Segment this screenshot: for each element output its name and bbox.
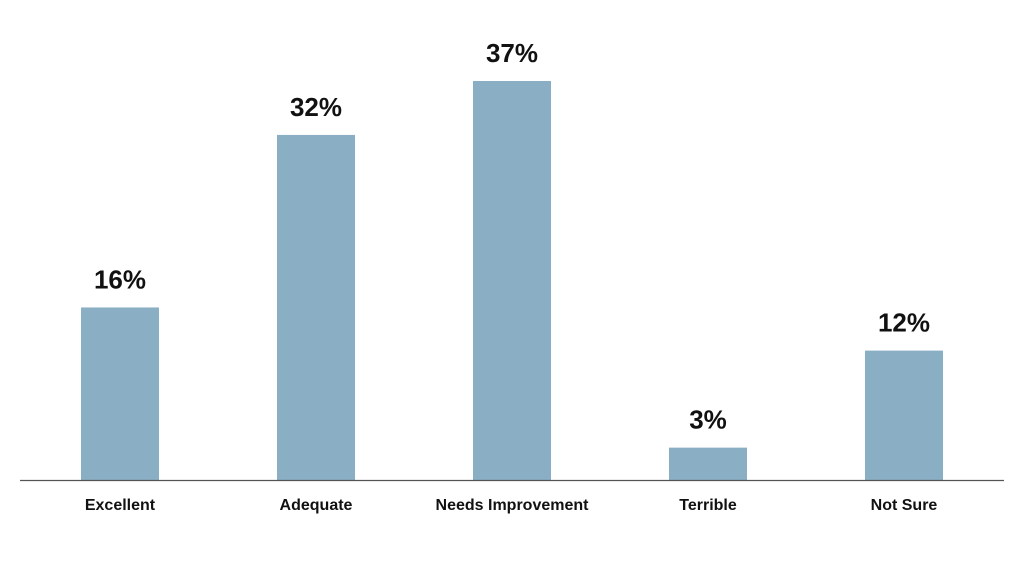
- bar: [81, 307, 159, 480]
- value-label: 12%: [878, 307, 930, 337]
- bar: [473, 81, 551, 480]
- x-tick-label: Terrible: [679, 497, 737, 514]
- bar: [865, 350, 943, 480]
- value-label: 37%: [486, 38, 538, 68]
- x-tick-label: Not Sure: [871, 497, 938, 514]
- value-label: 3%: [689, 405, 727, 435]
- value-label: 16%: [94, 264, 146, 294]
- x-tick-label: Adequate: [280, 497, 353, 514]
- x-tick-label: Excellent: [85, 497, 156, 514]
- bar: [669, 447, 747, 480]
- x-tick-label: Needs Improvement: [436, 497, 590, 514]
- bar: [277, 134, 355, 480]
- value-label: 32%: [290, 92, 342, 122]
